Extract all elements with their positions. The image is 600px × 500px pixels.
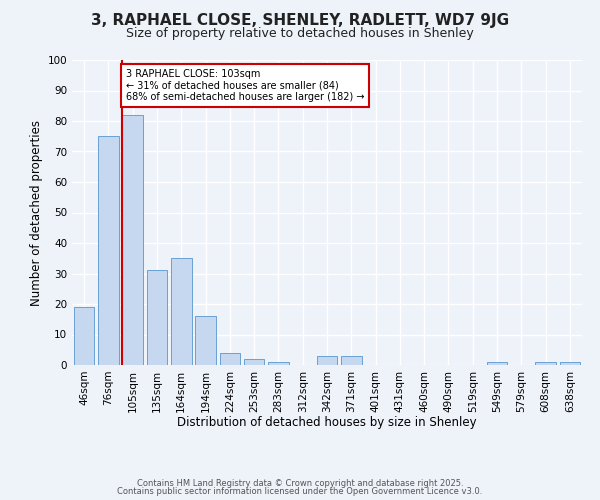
Bar xyxy=(244,359,265,365)
Bar xyxy=(317,356,337,365)
Text: Contains public sector information licensed under the Open Government Licence v3: Contains public sector information licen… xyxy=(118,487,482,496)
Text: Contains HM Land Registry data © Crown copyright and database right 2025.: Contains HM Land Registry data © Crown c… xyxy=(137,478,463,488)
Bar xyxy=(268,362,289,365)
Bar xyxy=(146,270,167,365)
Text: 3, RAPHAEL CLOSE, SHENLEY, RADLETT, WD7 9JG: 3, RAPHAEL CLOSE, SHENLEY, RADLETT, WD7 … xyxy=(91,12,509,28)
Bar xyxy=(560,362,580,365)
Bar xyxy=(341,356,362,365)
Bar xyxy=(98,136,119,365)
X-axis label: Distribution of detached houses by size in Shenley: Distribution of detached houses by size … xyxy=(177,416,477,429)
Bar xyxy=(487,362,508,365)
Bar xyxy=(195,316,216,365)
Bar xyxy=(74,307,94,365)
Bar xyxy=(122,115,143,365)
Bar xyxy=(171,258,191,365)
Bar xyxy=(220,353,240,365)
Text: Size of property relative to detached houses in Shenley: Size of property relative to detached ho… xyxy=(126,28,474,40)
Text: 3 RAPHAEL CLOSE: 103sqm
← 31% of detached houses are smaller (84)
68% of semi-de: 3 RAPHAEL CLOSE: 103sqm ← 31% of detache… xyxy=(126,69,365,102)
Y-axis label: Number of detached properties: Number of detached properties xyxy=(31,120,43,306)
Bar xyxy=(535,362,556,365)
